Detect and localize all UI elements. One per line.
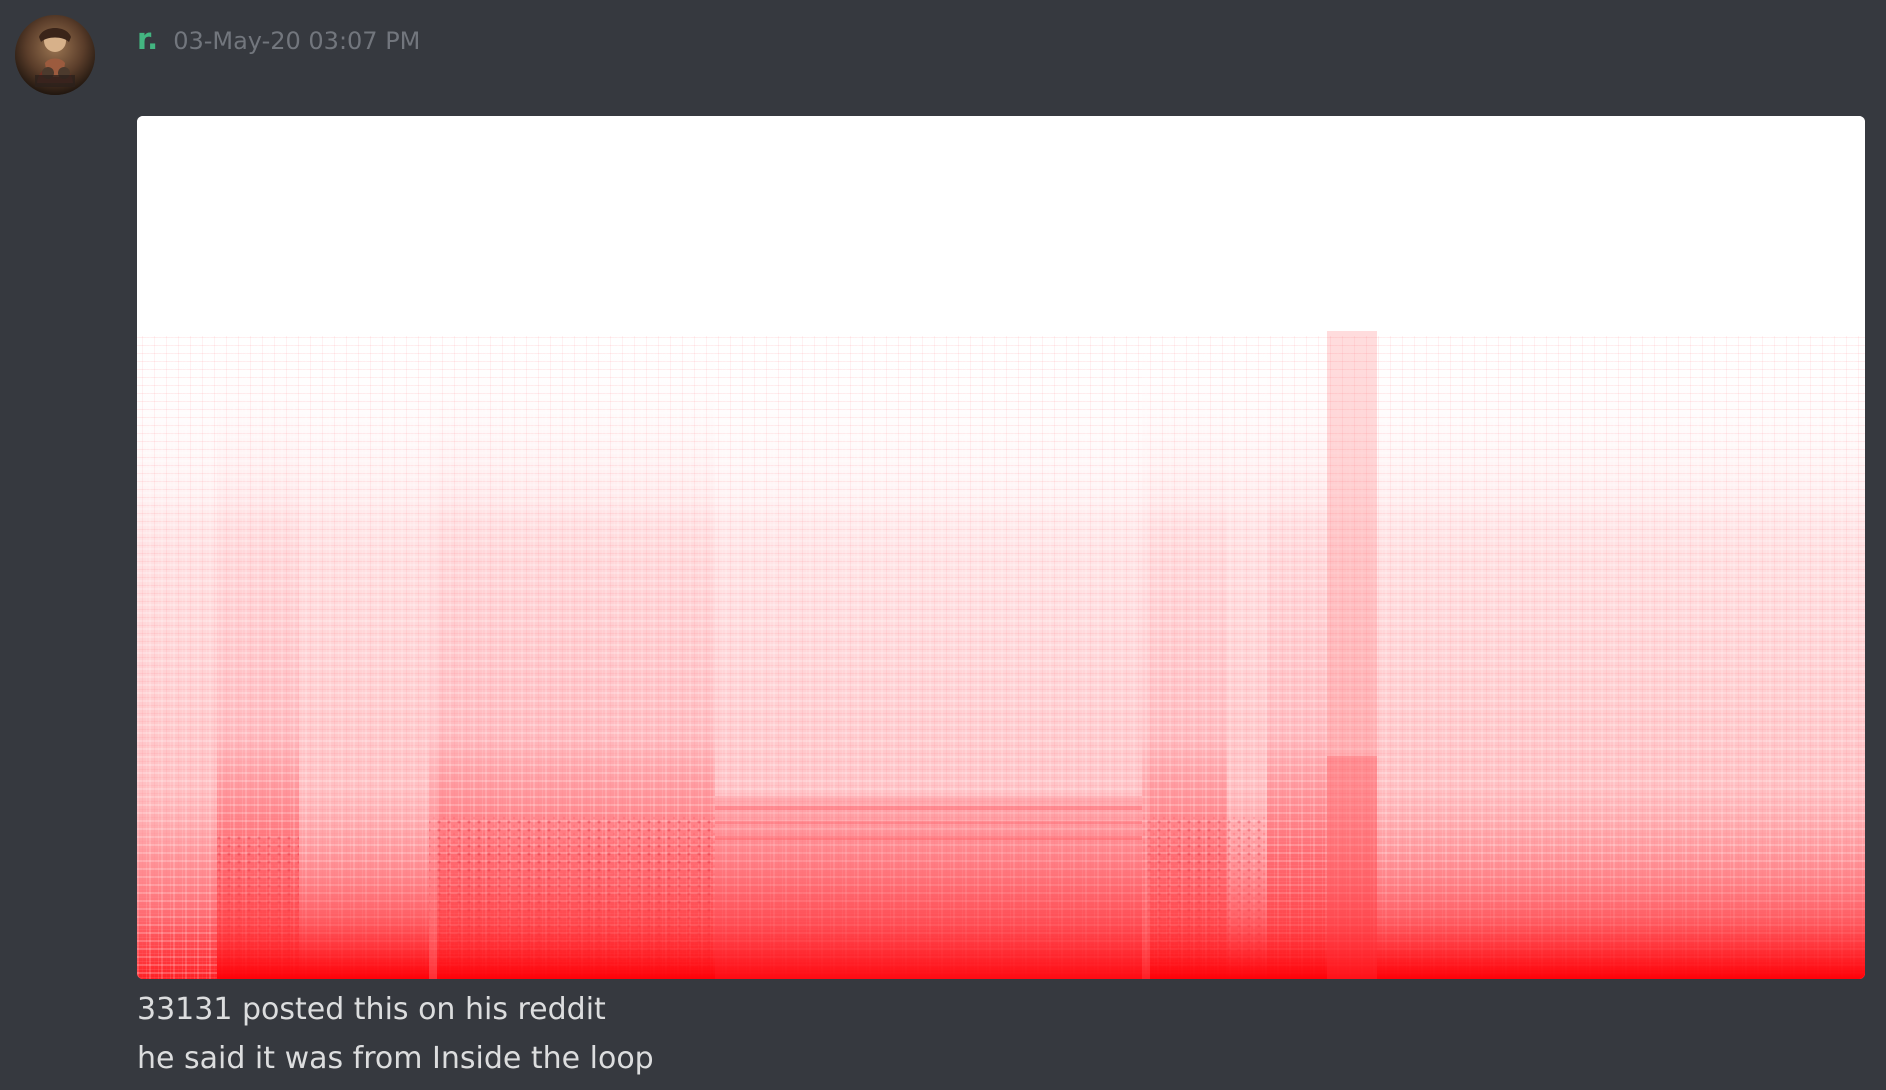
avatar-image — [15, 15, 95, 95]
message-line-2: he said it was from Inside the loop — [137, 1041, 654, 1076]
username[interactable]: r. — [137, 22, 159, 56]
image-attachment[interactable] — [137, 116, 1865, 979]
message-content: 33131 posted this on his reddit he said … — [137, 985, 1837, 1083]
avatar[interactable] — [15, 15, 95, 95]
spectrogram-image — [137, 116, 1865, 979]
message-header: r. 03-May-20 03:07 PM — [137, 22, 420, 56]
message-line-1: 33131 posted this on his reddit — [137, 992, 606, 1027]
message-timestamp: 03-May-20 03:07 PM — [173, 27, 421, 55]
